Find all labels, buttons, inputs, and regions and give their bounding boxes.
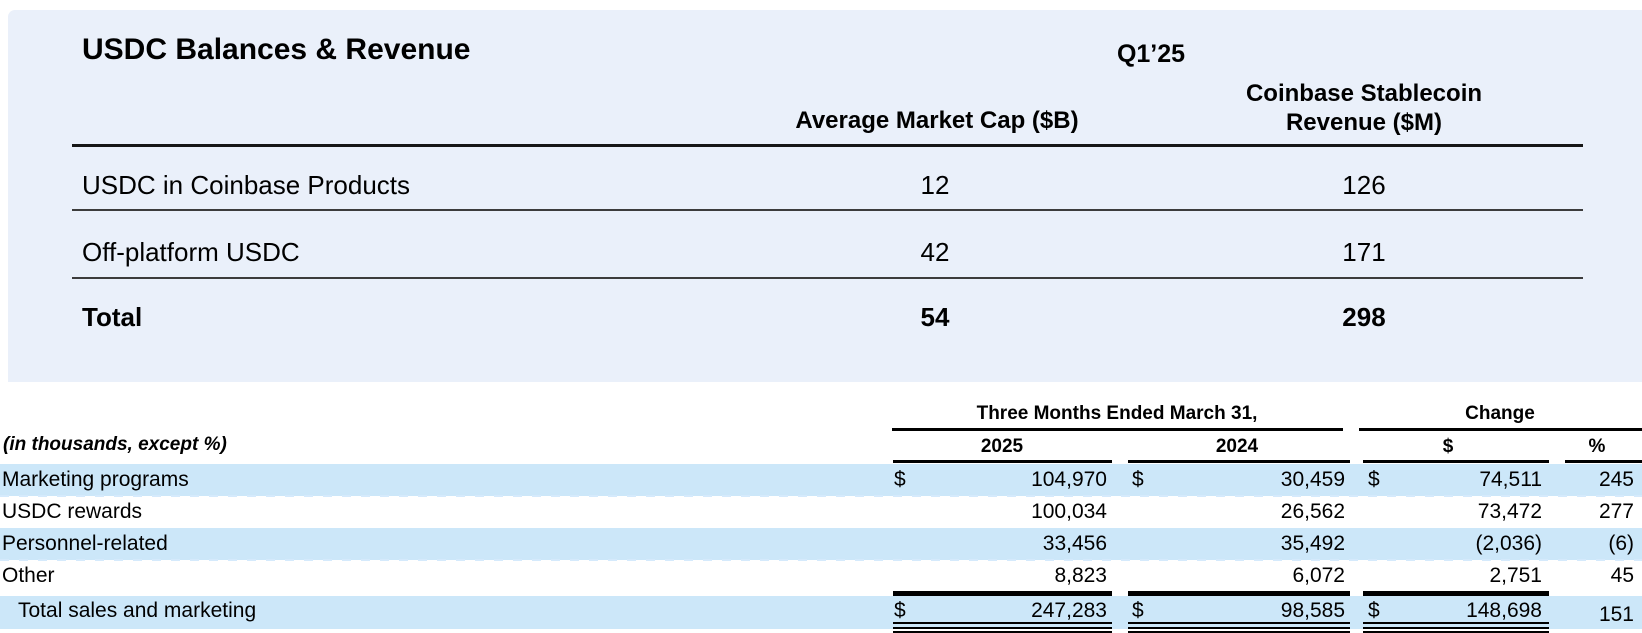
dollar-sign: $ (894, 468, 906, 491)
value-change-percent: 151 (1598, 603, 1634, 626)
value-2024: 6,072 (1292, 564, 1345, 587)
col-header-average-market-cap: Average Market Cap ($B) (795, 107, 1079, 134)
total-double-rule (893, 622, 1112, 624)
total-top-rule-2025 (893, 591, 1112, 596)
col-underline-change-percent (1565, 460, 1642, 463)
group-header-three-months: Three Months Ended March 31, (976, 403, 1258, 424)
row-label-total: Total sales and marketing (18, 599, 257, 622)
dashed-row-separator (0, 559, 1642, 561)
row-label: Other (2, 564, 55, 587)
value-change-percent: 245 (1598, 468, 1634, 491)
value-2024: 98,585 (1280, 599, 1345, 622)
table-row-total: Total sales and marketing $ 247,283 $ 98… (0, 596, 1642, 629)
value-change-dollar: 148,698 (1466, 599, 1542, 622)
total-top-rule-change (1363, 591, 1549, 596)
group-underline-period (892, 428, 1343, 431)
total-double-rule (1363, 627, 1549, 629)
row-value-market-cap-total: 54 (920, 302, 950, 332)
value-change-percent: 277 (1598, 500, 1634, 523)
row-divider (72, 209, 1583, 211)
row-value-market-cap: 12 (920, 170, 950, 200)
row-value-revenue-total: 298 (1342, 302, 1386, 332)
row-label-off-platform: Off-platform USDC (82, 237, 300, 267)
value-2024: 26,562 (1280, 500, 1345, 523)
row-label-usdc-in-coinbase: USDC in Coinbase Products (82, 170, 411, 200)
panel-title: USDC Balances & Revenue (82, 33, 471, 66)
value-change-dollar: 74,511 (1479, 468, 1542, 491)
value-2024: 35,492 (1280, 532, 1345, 555)
value-change-percent: 45 (1610, 564, 1634, 587)
col-header-change-percent: % (1588, 436, 1606, 457)
col-header-stablecoin-revenue: Coinbase Stablecoin Revenue ($M) (1246, 79, 1482, 137)
value-2024: 30,459 (1280, 468, 1345, 491)
col-underline-2025 (893, 460, 1112, 463)
group-underline-change (1359, 428, 1642, 431)
col-header-change-dollar: $ (1442, 436, 1454, 457)
usdc-balances-panel: USDC Balances & Revenue Q1’25 Average Ma… (8, 10, 1642, 382)
row-value-revenue: 126 (1342, 170, 1386, 200)
row-label-total: Total (82, 302, 143, 332)
table-row: Personnel-related 33,456 35,492 (2,036) … (0, 528, 1642, 560)
table-row: Other 8,823 6,072 2,751 45 (0, 560, 1642, 592)
value-2025: 33,456 (1042, 532, 1107, 555)
col-underline-change-dollar (1363, 460, 1549, 463)
row-label: Marketing programs (2, 468, 189, 491)
row-divider (72, 277, 1583, 279)
col-header-stablecoin-revenue-line1: Coinbase Stablecoin (1245, 80, 1483, 107)
total-double-rule (1128, 627, 1350, 629)
value-2025: 247,283 (1031, 599, 1107, 622)
units-note: (in thousands, except %) (3, 434, 227, 455)
value-2025: 104,970 (1031, 468, 1107, 491)
value-change-percent: (6) (1608, 532, 1634, 555)
total-double-rule (1363, 622, 1549, 624)
col-header-stablecoin-revenue-line2: Revenue ($M) (1285, 109, 1443, 136)
dollar-sign: $ (1132, 599, 1144, 622)
total-double-rule (1128, 622, 1350, 624)
value-2025: 100,034 (1031, 500, 1107, 523)
dollar-sign: $ (1368, 599, 1380, 622)
dollar-sign: $ (894, 599, 906, 622)
row-label: USDC rewards (2, 500, 143, 523)
row-value-market-cap: 42 (920, 237, 950, 267)
clipped-bottom-rule (1128, 631, 1350, 633)
table-row: Marketing programs $ 104,970 $ 30,459 $ … (0, 464, 1642, 496)
group-header-change: Change (1465, 403, 1535, 424)
value-2025: 8,823 (1054, 564, 1107, 587)
col-underline-2024 (1128, 460, 1350, 463)
total-double-rule (893, 627, 1112, 629)
row-label: Personnel-related (2, 532, 168, 555)
row-value-revenue: 171 (1342, 237, 1386, 267)
total-top-rule-2024 (1128, 591, 1350, 596)
col-header-2025: 2025 (980, 436, 1024, 457)
period-label: Q1’25 (1116, 40, 1186, 68)
col-header-2024: 2024 (1215, 436, 1259, 457)
dollar-sign: $ (1132, 468, 1144, 491)
dollar-sign: $ (1368, 468, 1380, 491)
dashed-row-separator (0, 495, 1642, 497)
clipped-bottom-rule (1363, 631, 1549, 633)
clipped-bottom-rule (893, 631, 1112, 633)
value-change-dollar: (2,036) (1475, 532, 1542, 555)
table-row: USDC rewards 100,034 26,562 73,472 277 (0, 496, 1642, 528)
value-change-dollar: 2,751 (1489, 564, 1542, 587)
value-change-dollar: 73,472 (1477, 500, 1542, 523)
header-rule (72, 144, 1583, 147)
